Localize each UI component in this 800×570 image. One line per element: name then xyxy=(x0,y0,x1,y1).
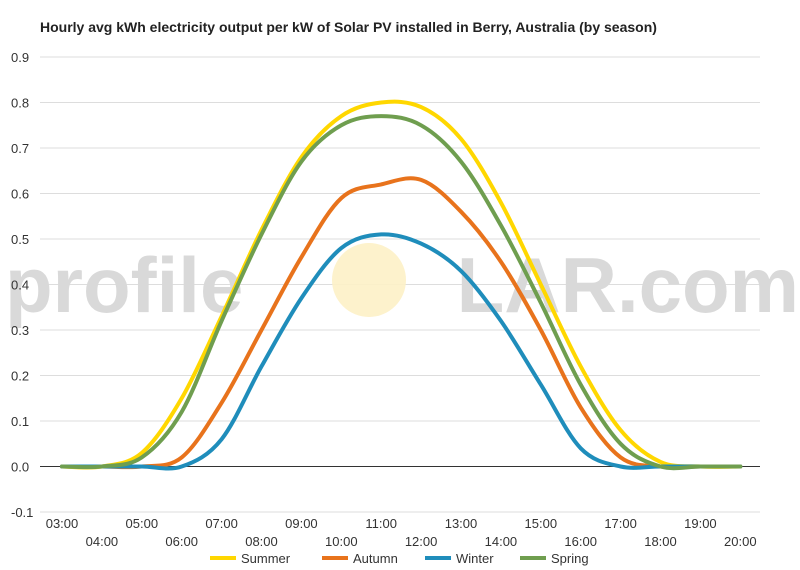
y-tick-label: 0.9 xyxy=(11,50,29,65)
y-tick-label: 0.0 xyxy=(11,460,29,475)
watermark-text-right: LAR.com xyxy=(457,241,799,329)
legend-label-winter: Winter xyxy=(456,551,494,566)
x-tick-label: 17:00 xyxy=(604,516,637,531)
legend-swatch-winter xyxy=(425,556,451,560)
chart-title: Hourly avg kWh electricity output per kW… xyxy=(40,19,657,35)
series-line-winter xyxy=(60,232,743,471)
legend-label-summer: Summer xyxy=(241,551,291,566)
legend: Summer Autumn Winter Spring xyxy=(210,551,589,566)
x-tick-label: 08:00 xyxy=(245,534,278,549)
x-tick-label: 09:00 xyxy=(285,516,318,531)
x-tick-label: 07:00 xyxy=(205,516,238,531)
x-tick-label: 11:00 xyxy=(365,516,397,531)
series-layer xyxy=(60,99,743,471)
watermark-text-left: profile xyxy=(5,241,243,329)
y-tick-label: 0.1 xyxy=(11,414,29,429)
x-tick-label: 15:00 xyxy=(525,516,558,531)
x-tick-label: 03:00 xyxy=(46,516,79,531)
y-axis: -0.1 0.0 0.1 0.2 0.3 0.4 0.5 0.6 0.7 0.8 0.9 xyxy=(11,50,33,520)
x-axis: 03:00 04:00 05:00 06:00 07:00 08:00 09:00 10:00… xyxy=(46,516,757,549)
watermark: profile LAR.com xyxy=(5,241,799,329)
x-tick-label: 12:00 xyxy=(405,534,438,549)
y-tick-label: 0.2 xyxy=(11,369,29,384)
watermark-sun-icon xyxy=(332,243,406,317)
x-tick-label: 05:00 xyxy=(126,516,159,531)
y-tick-label: -0.1 xyxy=(11,505,33,520)
y-tick-label: 0.7 xyxy=(11,141,29,156)
x-tick-label: 19:00 xyxy=(684,516,717,531)
y-tick-label: 0.5 xyxy=(11,232,29,247)
y-tick-label: 0.4 xyxy=(11,278,29,293)
legend-label-autumn: Autumn xyxy=(353,551,398,566)
legend-swatch-summer xyxy=(210,556,236,560)
y-tick-label: 0.3 xyxy=(11,323,29,338)
y-tick-label: 0.8 xyxy=(11,96,29,111)
x-tick-label: 16:00 xyxy=(564,534,597,549)
x-tick-label: 04:00 xyxy=(86,534,119,549)
x-tick-label: 10:00 xyxy=(325,534,358,549)
series-line-summer xyxy=(60,99,743,470)
x-tick-label: 18:00 xyxy=(644,534,677,549)
legend-label-spring: Spring xyxy=(551,551,589,566)
series-line-spring xyxy=(60,114,743,471)
legend-swatch-spring xyxy=(520,556,546,560)
x-tick-label: 14:00 xyxy=(485,534,518,549)
x-tick-label: 06:00 xyxy=(165,534,198,549)
legend-swatch-autumn xyxy=(322,556,348,560)
series-line-autumn xyxy=(60,176,743,470)
x-tick-label: 13:00 xyxy=(445,516,478,531)
x-tick-label: 20:00 xyxy=(724,534,757,549)
y-tick-label: 0.6 xyxy=(11,187,29,202)
